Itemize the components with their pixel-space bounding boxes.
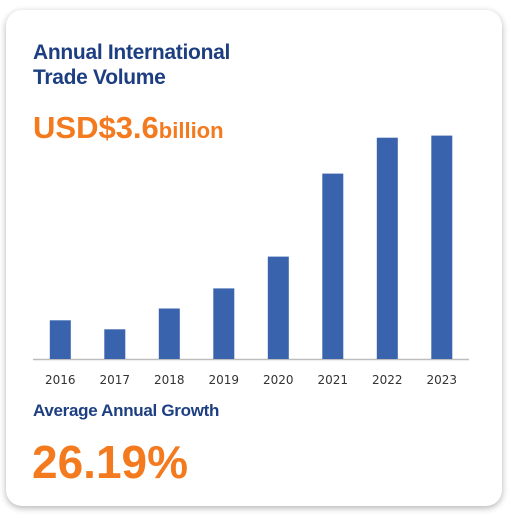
tick-label-2019: 2019	[209, 373, 240, 387]
card-title-line1: Annual International	[33, 41, 231, 64]
headline-unit: billion	[158, 118, 224, 143]
tick-label-2021: 2021	[318, 373, 349, 387]
bar-2022	[376, 137, 398, 359]
headline-value: USD$3.6	[33, 110, 159, 145]
card-title-line2: Trade Volume	[33, 66, 166, 89]
tick-label-2016: 2016	[45, 373, 76, 387]
growth-label: Average Annual Growth	[33, 401, 220, 420]
tick-label-2023: 2023	[427, 373, 458, 387]
headline-total: USD$3.6billion	[33, 110, 224, 146]
tick-label-2022: 2022	[372, 373, 403, 387]
bar-2020	[267, 256, 289, 359]
bar-2021	[322, 173, 344, 359]
bar-2023	[431, 135, 453, 359]
bar-2019	[213, 288, 235, 359]
tick-label-2020: 2020	[263, 373, 294, 387]
bar-2017	[104, 329, 126, 359]
card-title: Annual International Trade Volume	[33, 40, 313, 90]
growth-value: 26.19%	[32, 436, 189, 488]
tick-label-2017: 2017	[100, 373, 131, 387]
bar-2018	[158, 308, 180, 359]
bar-chart: 2016 2017 2018 2019 2020 2021 2022 2023	[33, 135, 469, 387]
bar-2016	[49, 320, 71, 359]
trade-volume-card	[6, 10, 502, 506]
tick-label-2018: 2018	[154, 373, 185, 387]
